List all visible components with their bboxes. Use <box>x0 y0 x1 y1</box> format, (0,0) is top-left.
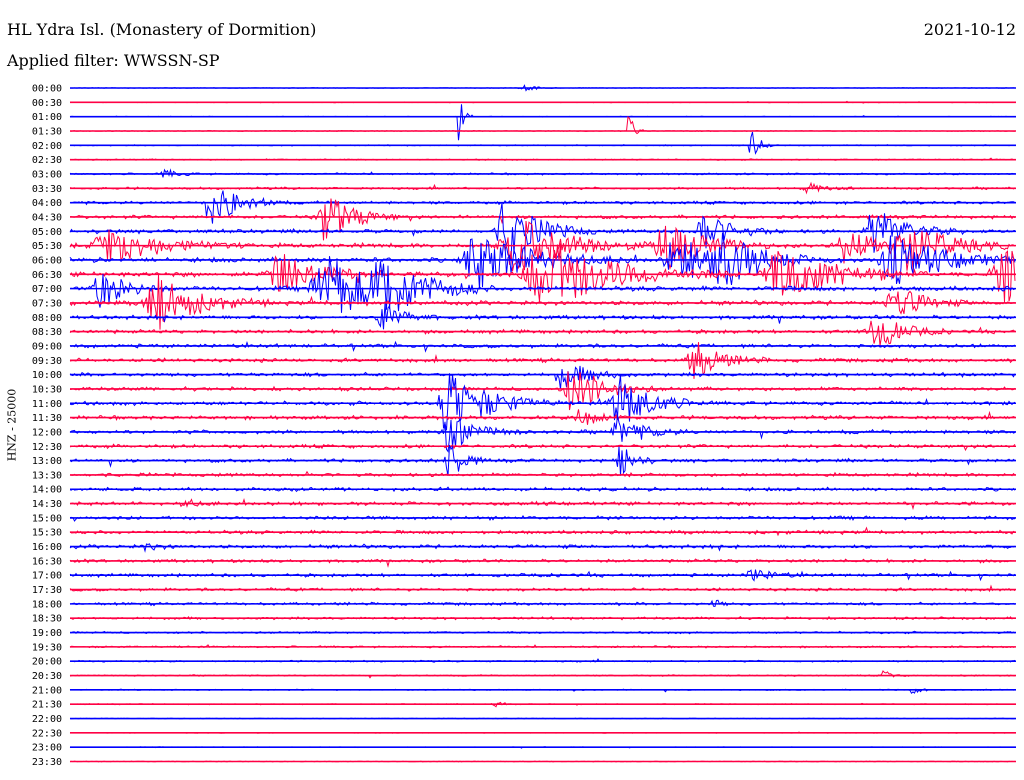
tick-label: 03:00 <box>32 169 62 180</box>
filter-label: Applied filter: WWSSN-SP <box>7 51 220 70</box>
trace-row-0100 <box>69 104 1015 141</box>
trace-row-0830 <box>69 320 1016 346</box>
tick-label: 13:00 <box>32 456 62 467</box>
tick-label: 07:00 <box>32 284 62 295</box>
tick-label: 17:30 <box>32 585 62 596</box>
trace-row-2030 <box>69 670 1015 679</box>
tick-label: 16:00 <box>32 542 62 553</box>
trace-row-0700 <box>69 256 1016 313</box>
tick-label: 05:30 <box>32 241 62 252</box>
tick-label: 11:00 <box>32 399 62 410</box>
tick-label: 04:00 <box>32 198 62 209</box>
tick-label: 17:00 <box>32 571 62 582</box>
trace-group <box>69 84 1016 763</box>
trace-row-1000 <box>69 365 1016 390</box>
tick-label: 12:00 <box>32 427 62 438</box>
trace-row-0400 <box>69 190 1016 224</box>
tick-label: 09:30 <box>32 356 62 367</box>
tick-label: 00:00 <box>32 84 62 95</box>
trace-row-1600 <box>69 543 1016 553</box>
tick-label: 18:00 <box>32 599 62 610</box>
trace-row-1230 <box>69 443 1016 452</box>
tick-label: 15:30 <box>32 528 62 539</box>
record-date: 2021-10-12 <box>923 20 1016 39</box>
trace-row-0200 <box>69 131 1016 155</box>
tick-label: 13:30 <box>32 470 62 481</box>
tick-label: 21:30 <box>32 700 62 711</box>
tick-label: 11:30 <box>32 413 62 424</box>
tick-label: 03:30 <box>32 184 62 195</box>
tick-label: 02:00 <box>32 141 62 152</box>
trace-row-1100 <box>69 373 1016 431</box>
tick-label: 06:30 <box>32 270 62 281</box>
tick-label: 01:00 <box>32 112 62 123</box>
tick-label: 14:00 <box>32 485 62 496</box>
tick-label: 20:30 <box>32 671 62 682</box>
tick-label: 10:30 <box>32 384 62 395</box>
trace-row-0530 <box>69 220 1016 272</box>
trace-row-0730 <box>69 274 1016 330</box>
tick-label: 23:30 <box>32 757 62 768</box>
tick-label: 08:30 <box>32 327 62 338</box>
trace-row-1730 <box>69 584 1016 593</box>
tick-label: 02:30 <box>32 155 62 166</box>
tick-label: 10:00 <box>32 370 62 381</box>
tick-label: 09:00 <box>32 341 62 352</box>
tick-label: 22:00 <box>32 714 62 725</box>
tick-label: 01:30 <box>32 126 62 137</box>
tick-label: 15:00 <box>32 513 62 524</box>
tick-label: 23:00 <box>32 743 62 754</box>
tick-label: 16:30 <box>32 556 62 567</box>
tick-label: 04:30 <box>32 212 62 223</box>
tick-label: 14:30 <box>32 499 62 510</box>
tick-label: 06:00 <box>32 255 62 266</box>
station-title: HL Ydra Isl. (Monastery of Dormition) <box>7 20 317 39</box>
tick-label: 00:30 <box>32 98 62 109</box>
tick-label: 08:00 <box>32 313 62 324</box>
tick-label: 05:00 <box>32 227 62 238</box>
tick-label: 22:30 <box>32 728 62 739</box>
tick-label: 18:30 <box>32 614 62 625</box>
tick-label: 19:30 <box>32 642 62 653</box>
tick-label: 21:00 <box>32 685 62 696</box>
tick-label: 07:30 <box>32 298 62 309</box>
tick-label-group: 00:00 00:30 01:00 01:30 02:00 02:30 03:00 03:30… <box>32 84 62 769</box>
tick-label: 12:30 <box>32 442 62 453</box>
tick-label: 20:00 <box>32 657 62 668</box>
tick-label: 19:00 <box>32 628 62 639</box>
